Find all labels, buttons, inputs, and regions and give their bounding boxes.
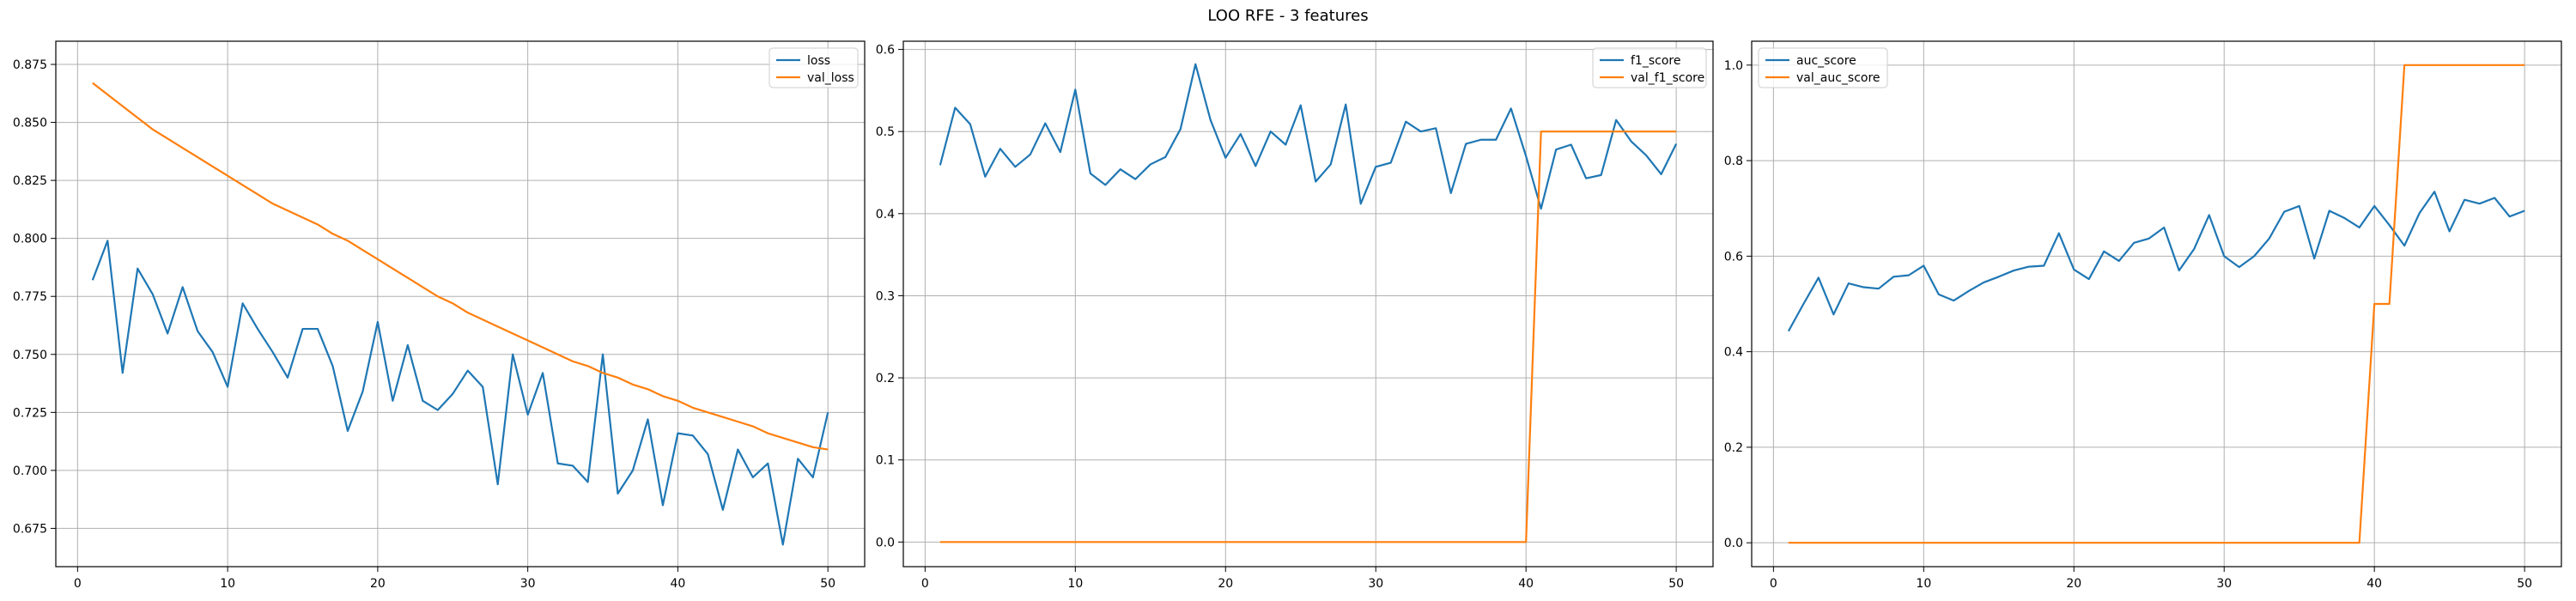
x-tick-label: 0 [74, 577, 82, 591]
legend-box [1758, 47, 1888, 88]
y-tick-label: 0.6 [876, 44, 895, 58]
f1-score-subplot: 0 10 20 30 40 50 0.0 0.1 0.2 0.3 0.4 0.5 0.6 f1_score… [876, 40, 1714, 591]
x-tick-label: 10 [1067, 577, 1083, 591]
auc-score-subplot: 0 10 20 30 40 50 0.0 0.2 0.4 0.6 0.8 1.0 auc_scoreva… [1724, 40, 2562, 591]
axes-frame [55, 40, 866, 568]
series-line-val-loss [92, 82, 829, 451]
x-tick-label: 40 [2366, 577, 2382, 591]
x-tick-label: 20 [2066, 577, 2081, 591]
legend-label: val_f1_score [1631, 71, 1704, 85]
series-line-f1-score [939, 63, 1678, 210]
y-tick-label: 0.700 [13, 464, 47, 478]
series-line-val-auc-score [1788, 64, 2525, 544]
y-tick-label: 0.3 [876, 289, 895, 303]
x-tick-label: 50 [2517, 577, 2532, 591]
x-tick-label: 20 [1218, 577, 1233, 591]
x-tick-label: 50 [1668, 577, 1684, 591]
x-tick-label: 20 [370, 577, 386, 591]
x-tick-label: 40 [670, 577, 685, 591]
y-tick-label: 0.800 [13, 233, 47, 246]
figure-title: LOO RFE - 3 features [1207, 7, 1369, 25]
legend: auc_score val_auc_score [1758, 47, 1888, 88]
series-line-loss [91, 240, 829, 546]
series-line-auc-score [1787, 191, 2525, 332]
y-tick-label: 0.0 [876, 536, 895, 549]
legend-label: auc_score [1796, 54, 1856, 68]
loss-subplot: 0 10 20 30 40 50 0.675 0.700 0.725 0.750 0.775 0.80… [13, 40, 866, 591]
y-tick-label: 0.0 [1724, 537, 1743, 550]
series-line-val-f1-score [939, 131, 1677, 543]
x-tick-label: 30 [2216, 577, 2232, 591]
y-tick-label: 0.775 [13, 290, 47, 304]
legend-label: f1_score [1631, 54, 1680, 68]
y-tick-label: 1.0 [1724, 59, 1743, 73]
y-tick-label: 0.4 [1724, 346, 1743, 360]
legend: loss val_loss [769, 47, 859, 88]
legend-label: val_auc_score [1796, 71, 1880, 85]
x-tick-label: 10 [220, 577, 235, 591]
legend-label: val_loss [807, 71, 854, 85]
y-tick-label: 0.4 [876, 208, 895, 222]
x-tick-label: 50 [820, 577, 835, 591]
x-tick-label: 0 [1770, 577, 1777, 591]
y-tick-label: 0.675 [13, 522, 47, 536]
x-tick-label: 0 [921, 577, 929, 591]
y-tick-label: 0.2 [876, 372, 895, 385]
y-tick-label: 0.825 [13, 174, 47, 188]
x-tick-label: 30 [520, 577, 536, 591]
x-tick-label: 40 [1518, 577, 1534, 591]
y-tick-label: 0.750 [13, 349, 47, 362]
y-tick-label: 0.850 [13, 117, 47, 131]
y-tick-label: 0.8 [1724, 155, 1743, 168]
x-tick-label: 10 [1916, 577, 1931, 591]
axes-frame [1751, 40, 2562, 568]
y-tick-label: 0.1 [876, 454, 895, 468]
y-tick-label: 0.5 [876, 125, 895, 139]
legend: f1_score val_f1_score [1592, 47, 1707, 88]
axes-frame [902, 40, 1714, 568]
y-tick-label: 0.2 [1724, 441, 1743, 455]
y-tick-label: 0.725 [13, 406, 47, 420]
y-tick-label: 0.6 [1724, 250, 1743, 264]
y-tick-label: 0.875 [13, 58, 47, 72]
x-tick-label: 30 [1368, 577, 1383, 591]
legend-label: loss [807, 54, 830, 68]
